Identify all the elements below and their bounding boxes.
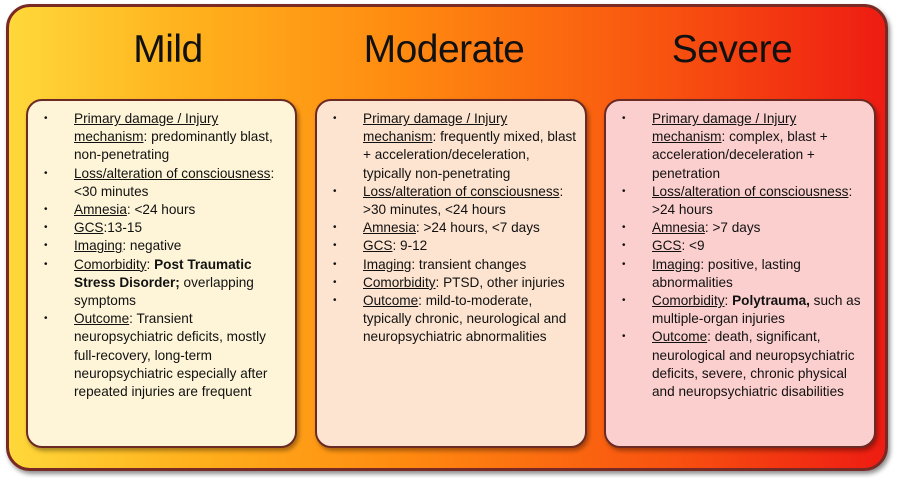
bullet-icon: • <box>622 240 626 252</box>
item-text: : mild-to-moderate, typically chronic, n… <box>363 293 567 345</box>
list-item: • Comorbidity: Polytrauma, such as multip… <box>606 292 866 328</box>
list-item: • Outcome: Transient neuropsychiatric def… <box>28 310 287 401</box>
item-label: GCS <box>74 220 104 236</box>
item-text: : <box>146 256 155 272</box>
item-text: : >24 hours <box>652 183 853 218</box>
item-text-continued: overlapping symptoms <box>74 274 254 309</box>
list-item: • GCS: 9-12 <box>317 237 577 255</box>
list-item: • Loss/alteration of consciousness: >30 m… <box>317 183 577 219</box>
bullet-icon: • <box>333 113 337 124</box>
item-text: : <box>724 293 733 309</box>
item-text: : complex, blast + acceleration/decelera… <box>652 129 828 181</box>
bullet-icon: • <box>622 113 626 124</box>
panel-severe: • Primary damage / Injury mechanism: comp… <box>604 99 876 448</box>
item-label: Amnesia <box>652 220 705 236</box>
item-label: Loss/alteration of consciousness <box>74 165 271 181</box>
list-item: • Outcome: mild-to-moderate, typically ch… <box>317 292 577 347</box>
severity-frame: Mild Moderate Severe • Primary damage / I… <box>6 4 888 471</box>
item-label: Comorbidity <box>363 274 436 290</box>
item-label: Amnesia <box>363 220 416 236</box>
item-text: : <24 hours <box>126 202 196 218</box>
item-label: Primary damage / Injury mechanism <box>74 111 219 145</box>
bullet-icon: • <box>44 204 48 216</box>
list-item: • GCS:13-15 <box>28 219 287 237</box>
list-item: • Amnesia: >24 hours, <7 days <box>317 219 577 237</box>
bullet-icon: • <box>44 240 48 252</box>
bullet-icon: • <box>333 240 337 252</box>
item-label: Outcome <box>652 329 708 345</box>
bullet-icon: • <box>44 222 48 234</box>
item-text: : >30 minutes, <24 hours <box>363 183 564 218</box>
item-label: Outcome <box>74 311 130 327</box>
list-item: • Loss/alteration of consciousness: <30 m… <box>28 165 287 201</box>
item-label: Comorbidity <box>74 256 147 272</box>
bullet-icon: • <box>44 313 48 325</box>
item-text: : <9 <box>681 238 705 254</box>
item-text: : Transient neuropsychiatric deficits, m… <box>74 311 268 400</box>
item-label: GCS <box>652 238 682 254</box>
list-item: • Comorbidity: PTSD, other injuries <box>317 274 577 292</box>
list-item: • GCS: <9 <box>606 237 866 255</box>
item-label: Comorbidity <box>652 293 725 309</box>
list-item: • Imaging: positive, lasting abnormalitie… <box>606 256 866 292</box>
list-item: • Amnesia: <24 hours <box>28 201 287 219</box>
item-label: Imaging <box>74 238 123 254</box>
item-text: : predominantly blast, non-penetrating <box>74 129 273 163</box>
column-title-mild: Mild <box>133 28 203 71</box>
list-item: • Outcome: death, significant, neurologic… <box>606 328 866 401</box>
item-text: : transient changes <box>411 256 527 272</box>
item-bold-text: Post Traumatic Stress Disorder; <box>74 256 252 290</box>
item-label: Outcome <box>363 293 419 309</box>
panel-mild: • Primary damage / Injury mechanism: pred… <box>26 99 297 448</box>
bullet-icon: • <box>44 258 48 270</box>
item-label: Amnesia <box>74 202 127 218</box>
item-text: : >24 hours, <7 days <box>415 220 540 236</box>
item-label: Loss/alteration of consciousness <box>363 183 560 199</box>
bullet-icon: • <box>622 295 626 307</box>
bullet-icon: • <box>622 331 626 343</box>
item-label: Loss/alteration of consciousness <box>652 183 849 199</box>
list-item: • Comorbidity: Post Traumatic Stress Diso… <box>28 256 287 311</box>
item-text: : PTSD, other injuries <box>435 274 565 290</box>
column-title-severe: Severe <box>671 28 793 71</box>
list-item: • Amnesia: >7 days <box>606 219 866 237</box>
item-text: : negative <box>122 238 182 254</box>
list-item: • Imaging: negative <box>28 237 287 255</box>
item-bold-text: Polytrauma, <box>732 293 810 309</box>
bullet-icon: • <box>44 113 48 124</box>
item-text: : death, significant, neurological and n… <box>652 329 855 400</box>
panel-moderate: • Primary damage / Injury mechanism: freq… <box>315 99 587 448</box>
item-label: Primary damage / Injury mechanism <box>363 111 508 145</box>
item-text: : <30 minutes <box>74 165 275 199</box>
item-text: : 9-12 <box>392 238 428 254</box>
bullet-icon: • <box>333 276 337 288</box>
bullet-icon: • <box>333 185 337 197</box>
bullet-icon: • <box>44 167 48 179</box>
bullet-icon: • <box>622 185 626 197</box>
bullet-icon: • <box>333 258 337 270</box>
item-text-continued: such as multiple-organ injuries <box>652 293 861 327</box>
item-text: : frequently mixed, blast + acceleration… <box>363 129 577 181</box>
bullet-icon: • <box>622 222 626 234</box>
item-label: Primary damage / Injury mechanism <box>652 111 797 145</box>
item-label: GCS <box>363 238 393 254</box>
item-text: : positive, lasting abnormalities <box>652 256 801 290</box>
item-label: Imaging <box>363 256 412 272</box>
list-item: • Imaging: transient changes <box>317 256 577 274</box>
list-item: • Primary damage / Injury mechanism: comp… <box>606 110 866 183</box>
list-item: • Primary damage / Injury mechanism: freq… <box>317 110 577 183</box>
item-text: :13-15 <box>103 220 143 236</box>
list-item: • Primary damage / Injury mechanism: pred… <box>28 110 287 165</box>
column-title-moderate: Moderate <box>363 28 525 71</box>
bullet-icon: • <box>333 222 337 234</box>
bullet-icon: • <box>333 295 337 307</box>
list-item: • Loss/alteration of consciousness: >24 h… <box>606 183 866 219</box>
item-text: : >7 days <box>704 220 761 236</box>
bullet-icon: • <box>622 258 626 270</box>
item-label: Imaging <box>652 256 701 272</box>
